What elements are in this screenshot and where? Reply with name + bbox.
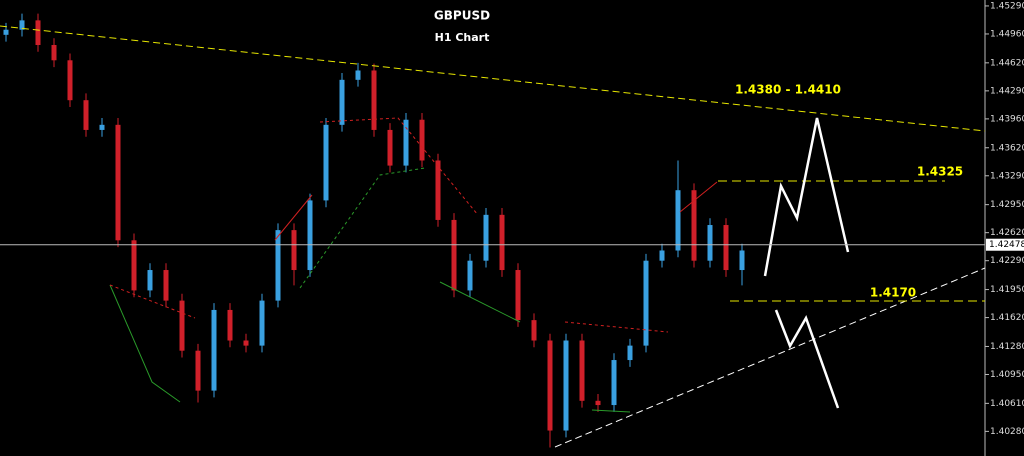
trend-line bbox=[554, 267, 986, 448]
pattern-line bbox=[564, 321, 669, 333]
pattern-line bbox=[109, 284, 181, 403]
candle-body bbox=[547, 340, 553, 431]
pattern-line bbox=[319, 117, 479, 216]
candle-body bbox=[83, 100, 89, 130]
candle-body bbox=[451, 219, 457, 291]
y-tick-label: 1.45290 bbox=[990, 1, 1024, 11]
candle-body bbox=[627, 345, 633, 361]
y-tick-label: 1.44960 bbox=[990, 29, 1024, 39]
trend-line bbox=[0, 25, 986, 132]
chart-subtitle: H1 Chart bbox=[435, 31, 490, 44]
chart-title: GBPUSD bbox=[434, 9, 490, 23]
pattern-lines bbox=[109, 117, 718, 413]
candle-body bbox=[419, 119, 425, 161]
candle-body bbox=[515, 270, 521, 321]
y-tick-label: 1.44290 bbox=[990, 86, 1024, 96]
annotation: 1.4170 bbox=[870, 286, 916, 300]
price-label: 1.42478 bbox=[989, 240, 1024, 250]
y-tick-label: 1.40610 bbox=[990, 399, 1024, 409]
pattern-line bbox=[299, 167, 426, 289]
y-tick-label: 1.42290 bbox=[990, 256, 1024, 266]
candle-body bbox=[179, 300, 185, 351]
candle-body bbox=[243, 340, 249, 346]
candle-body bbox=[483, 214, 489, 261]
candle-body bbox=[131, 240, 137, 291]
pattern-line bbox=[439, 281, 521, 323]
y-tick-label: 1.43290 bbox=[990, 171, 1024, 181]
candle-body bbox=[643, 260, 649, 346]
y-tick-label: 1.41950 bbox=[990, 285, 1024, 295]
y-tick-label: 1.41620 bbox=[990, 313, 1024, 323]
candle-body bbox=[611, 360, 617, 406]
y-tick-label: 1.42950 bbox=[990, 200, 1024, 210]
candle-body bbox=[147, 270, 153, 291]
candle-body bbox=[291, 230, 297, 271]
candle-body bbox=[387, 129, 393, 166]
candle-body bbox=[339, 79, 345, 125]
projection-arrow bbox=[774, 309, 840, 409]
annotation: 1.4380 - 1.4410 bbox=[735, 83, 841, 97]
candle-body bbox=[739, 250, 745, 271]
candle-body bbox=[595, 400, 601, 406]
y-tick-label: 1.41280 bbox=[990, 342, 1024, 352]
candle-body bbox=[531, 320, 537, 341]
y-tick-label: 1.40950 bbox=[990, 370, 1024, 380]
candle-body bbox=[67, 60, 73, 101]
candle-body bbox=[435, 160, 441, 220]
candles bbox=[3, 13, 745, 448]
annotation: 1.4325 bbox=[917, 165, 963, 179]
candle-body bbox=[403, 119, 409, 166]
candle-body bbox=[707, 225, 713, 261]
candle-body bbox=[579, 340, 585, 401]
candle-body bbox=[691, 190, 697, 261]
candle-body bbox=[499, 214, 505, 271]
candle-body bbox=[563, 340, 569, 431]
candle-body bbox=[371, 70, 377, 130]
candle-body bbox=[275, 230, 281, 301]
candle-body bbox=[3, 29, 9, 35]
y-tick-label: 1.40280 bbox=[990, 427, 1024, 437]
candle-body bbox=[211, 309, 217, 391]
candle-body bbox=[35, 20, 41, 46]
candle-body bbox=[675, 190, 681, 251]
candle-body bbox=[307, 200, 313, 271]
pattern-line bbox=[591, 409, 631, 413]
candle-body bbox=[259, 300, 265, 346]
candle-body bbox=[467, 260, 473, 291]
candle-body bbox=[227, 309, 233, 341]
candle-body bbox=[355, 70, 361, 80]
candle-body bbox=[723, 225, 729, 271]
candle-body bbox=[115, 124, 121, 241]
candle-body bbox=[195, 350, 201, 391]
y-tick-label: 1.43620 bbox=[990, 143, 1024, 153]
candle-body bbox=[163, 270, 169, 301]
y-tick-label: 1.43960 bbox=[990, 114, 1024, 124]
candle-body bbox=[323, 124, 329, 201]
candle-body bbox=[99, 124, 105, 130]
candle-body bbox=[19, 20, 25, 30]
price-label-box bbox=[986, 238, 1024, 251]
y-tick-label: 1.44620 bbox=[990, 58, 1024, 68]
projection-arrow bbox=[763, 117, 850, 277]
pattern-line bbox=[274, 194, 313, 241]
candle-body bbox=[51, 45, 57, 61]
candle-body bbox=[659, 250, 665, 261]
y-tick-label: 1.42620 bbox=[990, 228, 1024, 238]
pattern-line bbox=[679, 181, 718, 213]
